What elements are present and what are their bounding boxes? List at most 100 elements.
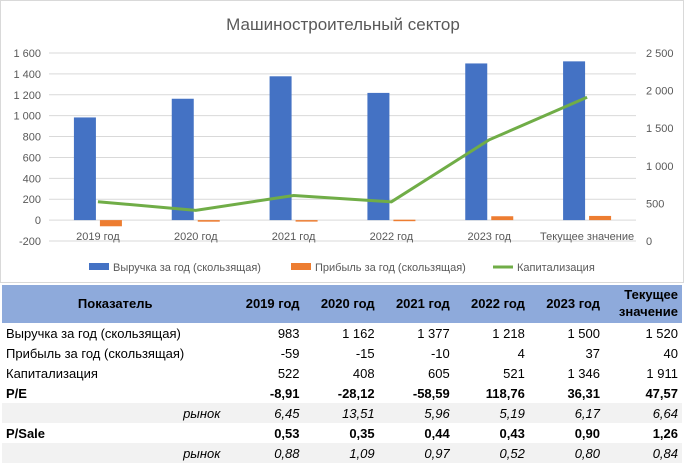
cell-value: 0,43 bbox=[499, 425, 525, 441]
cell-value: 5,96 bbox=[378, 403, 454, 423]
column-header: Текущее значение bbox=[604, 285, 682, 323]
cell-value: 1,26 bbox=[652, 425, 678, 441]
right-tick-label: 2 000 bbox=[646, 86, 674, 98]
legend-label: Выручка за год (скользящая) bbox=[113, 262, 261, 274]
cell-value: 6,17 bbox=[528, 403, 604, 423]
table-row: Капитализация 522 408 605 521 1 346 1 911 bbox=[2, 363, 682, 383]
left-tick-label: 200 bbox=[23, 194, 41, 206]
cell-value: 1 911 bbox=[646, 365, 678, 381]
cell-value: -15 bbox=[355, 345, 375, 361]
cell-value: -58,59 bbox=[412, 385, 450, 401]
cell-value: 47,57 bbox=[645, 385, 678, 401]
revenue-bar bbox=[465, 63, 488, 221]
table-row: Выручка за год (скользящая) 983 1 162 1 377… bbox=[2, 323, 682, 343]
cell-value: 983 bbox=[277, 325, 300, 341]
cell-value: 0,88 bbox=[228, 443, 304, 463]
cell-value: 4 bbox=[517, 345, 525, 361]
chart-svg: -200 0 200 400 600 800 1 000 1 200 1 400 1 600 0 50… bbox=[13, 48, 674, 274]
cell-value: 0,90 bbox=[574, 425, 600, 441]
cell-value: 0,44 bbox=[424, 425, 450, 441]
legend-swatch bbox=[291, 263, 311, 270]
revenue-bar bbox=[269, 76, 292, 221]
chart-title: Машиностроительный сектор bbox=[226, 15, 460, 34]
cell-value: 0,35 bbox=[349, 425, 375, 441]
cell-value: 1 162 bbox=[342, 325, 375, 341]
profit-bar bbox=[197, 220, 220, 222]
cell-value: -10 bbox=[430, 345, 450, 361]
cell-value: 118,76 bbox=[485, 385, 525, 401]
cell-value: 6,64 bbox=[604, 403, 682, 423]
left-tick-label: 0 bbox=[35, 215, 41, 227]
x-tick-label: 2023 год bbox=[467, 231, 511, 243]
row-label: Капитализация bbox=[6, 365, 98, 381]
cell-value: 1 377 bbox=[417, 325, 450, 341]
table-row: P/E -8,91 -28,12 -58,59 118,76 36,31 47,57 bbox=[2, 383, 682, 403]
left-tick-label: 1 200 bbox=[13, 90, 41, 102]
row-label: P/Sale bbox=[6, 425, 46, 441]
right-tick-label: 1 500 bbox=[646, 123, 674, 135]
profit-bar bbox=[589, 215, 612, 221]
row-label: Прибыль за год (скользящая) bbox=[6, 345, 185, 361]
cell-value: 6,45 bbox=[228, 403, 304, 423]
cell-value: 522 bbox=[277, 365, 300, 381]
left-tick-label: -200 bbox=[19, 236, 41, 248]
revenue-bar bbox=[171, 98, 194, 221]
cell-value: 521 bbox=[503, 365, 525, 381]
right-tick-label: 500 bbox=[646, 198, 664, 210]
cell-value: 36,31 bbox=[567, 385, 600, 401]
cell-value: 13,51 bbox=[303, 403, 379, 423]
right-tick-label: 0 bbox=[646, 236, 652, 248]
left-tick-label: 1 400 bbox=[13, 69, 41, 81]
cell-value: 1 520 bbox=[645, 325, 678, 341]
cell-value: -28,12 bbox=[337, 385, 375, 401]
cell-value: 1 500 bbox=[567, 325, 600, 341]
cell-value: 37 bbox=[585, 345, 600, 361]
revenue-bar bbox=[563, 61, 586, 221]
left-tick-label: 1 600 bbox=[13, 48, 41, 60]
cell-value: 0,97 bbox=[378, 443, 454, 463]
table-header-row: Показатель 2019 год 2020 год 2021 год 2022 г… bbox=[2, 285, 682, 323]
row-label: рынок bbox=[2, 403, 229, 423]
profit-bar bbox=[393, 219, 416, 222]
column-header: 2022 год bbox=[453, 285, 529, 323]
cell-value: 40 bbox=[663, 345, 678, 361]
cell-value: 408 bbox=[352, 365, 375, 381]
table-row: рынок 0,88 1,09 0,97 0,52 0,80 0,84 bbox=[2, 443, 682, 463]
data-table: Показатель 2019 год 2020 год 2021 год 2022 г… bbox=[2, 285, 682, 463]
profit-bar bbox=[295, 220, 318, 222]
x-tick-label: Текущее значение bbox=[540, 231, 634, 243]
column-header: Показатель bbox=[2, 285, 229, 323]
x-tick-label: 2019 год bbox=[76, 231, 120, 243]
capitalization-line bbox=[97, 95, 588, 212]
table-row: рынок 6,45 13,51 5,96 5,19 6,17 6,64 bbox=[2, 403, 682, 423]
legend-swatch bbox=[89, 263, 109, 270]
column-header: 2019 год bbox=[228, 285, 304, 323]
row-label: Выручка за год (скользящая) bbox=[6, 325, 181, 341]
revenue-bar bbox=[367, 92, 390, 221]
profit-bar bbox=[99, 220, 122, 227]
legend-label: Капитализация bbox=[517, 262, 595, 274]
cell-value: 5,19 bbox=[453, 403, 529, 423]
table-row: P/Sale 0,53 0,35 0,44 0,43 0,90 1,26 bbox=[2, 423, 682, 443]
left-tick-label: 400 bbox=[23, 173, 41, 185]
left-tick-label: 600 bbox=[23, 152, 41, 164]
right-tick-label: 1 000 bbox=[646, 161, 674, 173]
table-row: Прибыль за год (скользящая) -59 -15 -10 4 37 4… bbox=[2, 343, 682, 363]
cell-value: 1,09 bbox=[303, 443, 379, 463]
cell-value: 0,53 bbox=[274, 425, 300, 441]
left-tick-label: 1 000 bbox=[13, 111, 41, 123]
cell-value: 1 346 bbox=[567, 365, 600, 381]
cell-value: 0,84 bbox=[604, 443, 682, 463]
cell-value: 0,52 bbox=[453, 443, 529, 463]
revenue-bar bbox=[73, 117, 96, 221]
left-tick-label: 800 bbox=[23, 132, 41, 144]
cell-value: 1 218 bbox=[492, 325, 525, 341]
cell-value: -8,91 bbox=[269, 385, 300, 401]
legend-label: Прибыль за год (скользящая) bbox=[315, 262, 466, 274]
chart: Машиностроительный сектор -200 0 200 400 600… bbox=[0, 0, 684, 283]
row-label: рынок bbox=[2, 443, 229, 463]
profit-bar bbox=[491, 216, 514, 221]
cell-value: 605 bbox=[428, 365, 450, 381]
x-tick-label: 2021 год bbox=[272, 231, 316, 243]
column-header: 2020 год bbox=[303, 285, 379, 323]
